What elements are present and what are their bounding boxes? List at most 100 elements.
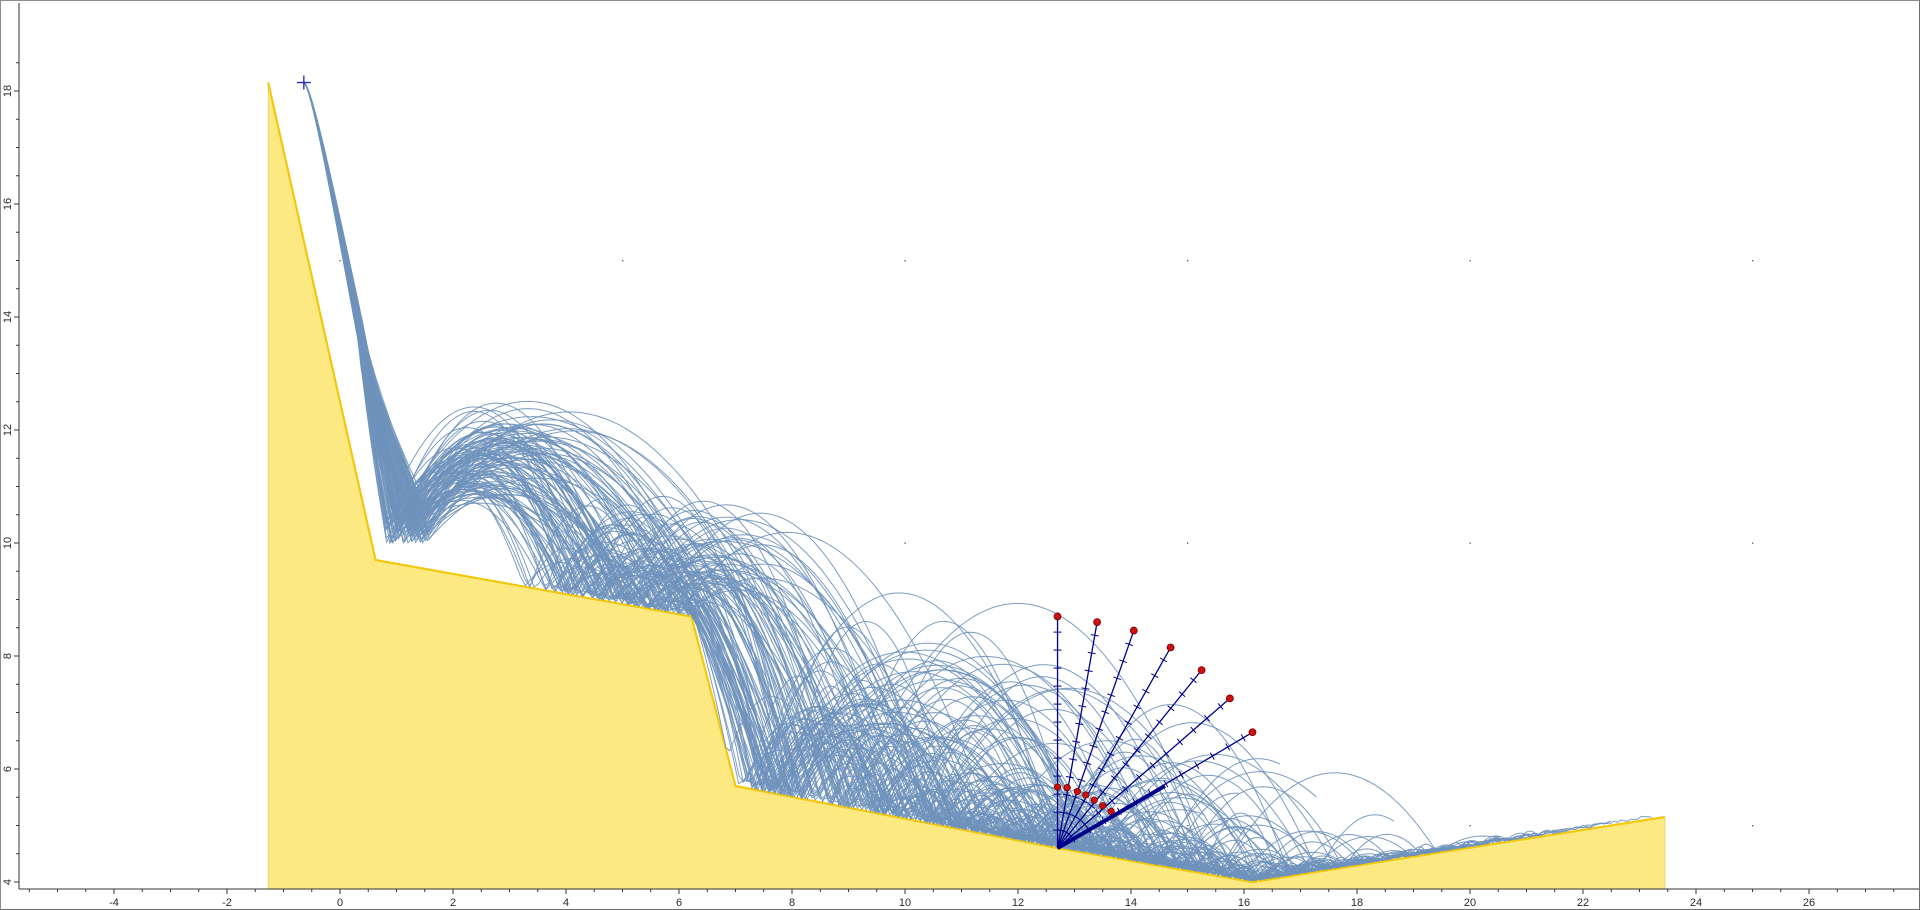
slope-surface: [267, 82, 1666, 884]
collector-low-marker: [1053, 783, 1062, 791]
collector-marker: [1093, 618, 1101, 626]
collector-tick: [1084, 669, 1093, 672]
collector-tick: [1119, 659, 1128, 664]
collector-tick: [1107, 693, 1116, 698]
collector-tick: [1133, 704, 1141, 710]
trajectory-paths: [303, 82, 1652, 882]
trajectory-path: [303, 82, 1302, 881]
collector-tick: [1077, 778, 1086, 782]
collector-ray: [1057, 669, 1203, 849]
collector-tick: [1078, 705, 1087, 708]
collector-marker: [1053, 612, 1062, 621]
grid-dot: [1187, 825, 1189, 827]
y-tick-label: 10: [2, 537, 14, 549]
x-tick-label: 22: [1577, 897, 1589, 909]
trajectory-path: [303, 82, 1031, 841]
collector-tick: [1163, 750, 1170, 758]
collector-tick: [1156, 719, 1163, 726]
collector-tick: [1122, 761, 1129, 768]
collector-marker: [1197, 666, 1206, 675]
grid-dot: [1187, 260, 1189, 262]
collector-tick: [1194, 761, 1200, 770]
trajectory-path: [303, 82, 1239, 878]
trajectory-path: [303, 82, 1291, 874]
x-tick-label: 16: [1238, 897, 1250, 909]
collector-tick: [1144, 733, 1152, 740]
y-tick-label: 18: [2, 85, 14, 97]
collector-tick: [1088, 803, 1095, 810]
collector-tick: [1065, 775, 1074, 779]
axes: -4 -2 0 2 4 6 8 10 12 14 16 18 20 22 24 26 468101214161…: [2, 3, 1919, 909]
trajectory-path: [303, 82, 1371, 877]
y-tick-label: 6: [2, 766, 14, 772]
trajectory-path: [303, 82, 1282, 882]
collector-tick: [1159, 657, 1168, 663]
collector-low-marker: [1099, 802, 1107, 810]
slope-profile: [267, 82, 1666, 889]
trajectory-path: [303, 82, 1246, 876]
collector-tick: [1062, 793, 1071, 797]
x-tick-label: 20: [1464, 897, 1476, 909]
barrier-line: [1056, 784, 1166, 850]
trajectory-path: [303, 82, 1239, 862]
collector-tick: [1095, 809, 1102, 817]
collector-tick: [1133, 747, 1141, 754]
collector-tick: [1071, 795, 1080, 799]
trajectory-path: [303, 82, 1538, 873]
trajectory-path: [303, 82, 1112, 857]
collector-ray: [1057, 697, 1231, 849]
collector-tick: [1240, 734, 1246, 742]
collector-tick: [1217, 703, 1224, 710]
collector-ray: [1056, 621, 1098, 849]
collector-tick: [1122, 785, 1129, 793]
grid-dot: [1752, 825, 1754, 827]
grid-dot: [904, 542, 906, 544]
collector-tick: [1113, 676, 1122, 681]
collector-tick: [1204, 714, 1211, 722]
collector-tick: [1178, 770, 1184, 779]
collector-tick: [1142, 688, 1150, 694]
y-tick-label: 8: [2, 653, 14, 659]
grid-dot: [1752, 542, 1754, 544]
collector-ray: [1056, 630, 1135, 849]
collector-tick: [1115, 735, 1124, 741]
trajectory-path: [303, 82, 1384, 882]
collector-tick: [1167, 705, 1175, 712]
x-tick-label: -4: [109, 897, 119, 909]
x-tick-label: 8: [789, 897, 795, 909]
collector-tick: [1190, 677, 1197, 684]
x-tick-label: 18: [1351, 897, 1363, 909]
x-tick-label: 10: [899, 897, 911, 909]
collector-tick: [1083, 761, 1092, 765]
trajectory-path: [303, 82, 1368, 878]
grid-dot: [339, 260, 341, 262]
collector-tick: [1125, 642, 1133, 647]
collector-marker: [1166, 643, 1175, 652]
collector-tick: [1178, 691, 1186, 698]
grid-dot: [1752, 260, 1754, 262]
x-tick-label: 6: [676, 897, 682, 909]
collector-tick: [1163, 780, 1169, 788]
collector-tick: [1176, 738, 1183, 746]
y-tick-label: 14: [2, 311, 14, 323]
grid-dot: [1187, 542, 1189, 544]
grid-dot: [1469, 825, 1471, 827]
y-tick-label: 16: [2, 198, 14, 210]
x-tick-label: 0: [337, 897, 343, 909]
collector-tick: [1095, 727, 1104, 731]
collector-tick: [1099, 789, 1107, 796]
data-collector: [1053, 612, 1257, 850]
trajectory-path: [303, 82, 1449, 880]
collector-tick: [1069, 758, 1078, 761]
collector-tick: [1090, 634, 1099, 637]
x-axis: -4 -2 0 2 4 6 8 10 12 14 16 18 20 22 24 26: [19, 888, 1919, 909]
y-tick-label: 12: [2, 424, 14, 436]
collector-marker: [1225, 694, 1234, 703]
trajectory-path: [303, 82, 1361, 882]
x-tick-label: 24: [1690, 897, 1702, 909]
collector-tick: [1149, 762, 1156, 769]
grid-dot: [622, 260, 624, 262]
trajectory-path: [303, 82, 1281, 867]
